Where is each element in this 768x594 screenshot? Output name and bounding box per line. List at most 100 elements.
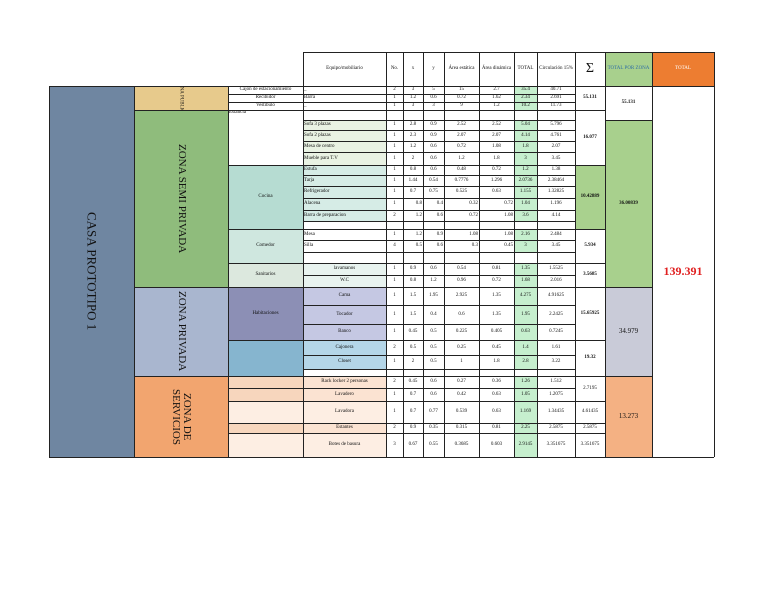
row-ad: 0.81 xyxy=(479,263,514,275)
row-no: 1 xyxy=(386,305,403,324)
row-y: 0.6 xyxy=(423,210,444,221)
grid-line xyxy=(303,376,575,377)
row-y: 1.2 xyxy=(423,275,444,287)
row-circ: 4.14 xyxy=(537,210,575,221)
row-item: Mueble para T.V xyxy=(303,152,386,165)
row-tot: 1.8 xyxy=(514,141,537,152)
grid-line xyxy=(228,86,229,457)
row-item: Barra xyxy=(303,94,386,102)
row-ae: 0.539 xyxy=(444,401,479,423)
row-x: 2.8 xyxy=(403,120,423,130)
space-rack xyxy=(228,376,303,388)
row-circ: 1.196 xyxy=(537,198,575,210)
grid-line xyxy=(575,229,605,230)
space-estantes xyxy=(228,423,303,433)
sum-lavadora: 4.61435 xyxy=(575,401,605,423)
space-cajon: Cajon de estacionamiento xyxy=(228,86,303,94)
row-tot: 1.35 xyxy=(514,263,537,275)
row-circ: 2.5875 xyxy=(537,423,575,433)
grid-line xyxy=(228,401,303,402)
row-x: 1.5 xyxy=(403,287,423,305)
row-ad: 1.35 xyxy=(479,287,514,305)
row-circ: 3.22 xyxy=(537,355,575,369)
grid-line xyxy=(134,376,228,377)
space-estancia: Estancia xyxy=(228,110,303,165)
row-tot: 2.16 xyxy=(514,229,537,240)
row-ae: 0.32 xyxy=(444,198,479,210)
row-circ: 1.34435 xyxy=(537,401,575,423)
row-ad: 0.45 xyxy=(479,240,514,252)
row-tot: 1.2 xyxy=(514,165,537,175)
row-circ: 1.5525 xyxy=(537,263,575,275)
grid-line xyxy=(303,388,575,389)
row-item: Sofa 3 plazas xyxy=(303,120,386,130)
grid-line xyxy=(303,423,575,424)
grid-line xyxy=(228,94,303,95)
blank-row xyxy=(303,369,575,376)
row-item: Mesa xyxy=(303,229,386,240)
row-y: 0.5 xyxy=(423,324,444,340)
row-item: Tarja xyxy=(303,175,386,186)
row-ae: 0.96 xyxy=(444,275,479,287)
row-x: 0.9 xyxy=(403,423,423,433)
grid-line xyxy=(49,86,50,457)
header-area_dinamica: Área dinámica xyxy=(481,66,512,72)
row-tot: 2.25 xyxy=(514,423,537,433)
sum-estancia: 16.077 xyxy=(575,110,605,165)
grid-line xyxy=(49,457,714,458)
blank-row xyxy=(303,221,575,229)
row-x: 0.5 xyxy=(403,340,423,355)
row-circ: 1.32825 xyxy=(537,186,575,198)
row-item: Tocador xyxy=(303,305,386,324)
row-x: 0.8 xyxy=(403,275,423,287)
row-circ: 2.016 xyxy=(537,275,575,287)
row-circ: 1.2075 xyxy=(537,388,575,401)
row-ae: 0.72 xyxy=(444,210,479,221)
space-comedor: Comedor xyxy=(228,229,303,263)
grid-line xyxy=(303,252,575,253)
grid-line xyxy=(403,52,404,457)
row-ae: 0.225 xyxy=(444,324,479,340)
row-x: 0.7 xyxy=(403,186,423,198)
grid-line xyxy=(386,52,387,457)
row-ae: 0.27 xyxy=(444,376,479,388)
row-y: 0.4 xyxy=(423,305,444,324)
row-item: Cajonera xyxy=(303,340,386,355)
row-x: 0.5 xyxy=(403,240,423,252)
grid-line xyxy=(575,401,605,402)
row-y: 0.6 xyxy=(423,263,444,275)
grid-line xyxy=(575,263,605,264)
row-no: 1 xyxy=(386,152,403,165)
row-no: 1 xyxy=(386,263,403,275)
row-ae: 0.7776 xyxy=(444,175,479,186)
grid-line xyxy=(575,110,605,111)
header-x: x xyxy=(411,66,415,72)
row-no: 2 xyxy=(386,210,403,221)
space-lavadora xyxy=(228,401,303,423)
row-ad: 1.08 xyxy=(479,210,514,221)
row-circ: 1.512 xyxy=(537,376,575,388)
space-sanitarios: Sanitarios xyxy=(228,263,303,287)
row-y: 0.6 xyxy=(423,152,444,165)
row-ad: 1.8 xyxy=(479,355,514,369)
grid-line xyxy=(575,340,605,341)
row-circ: 0.7245 xyxy=(537,324,575,340)
title: CASA PROTOTIPO 1 xyxy=(49,86,134,457)
grid-line xyxy=(303,186,575,187)
grid-line xyxy=(479,52,480,457)
grid-line xyxy=(303,152,575,153)
row-ae: 0.3685 xyxy=(444,433,479,457)
zone-privada: ZONA PRIVADA xyxy=(134,287,228,376)
row-ae: 2.925 xyxy=(444,287,479,305)
row-ae: 0.3 xyxy=(444,240,479,252)
row-x: 0.7 xyxy=(403,388,423,401)
grid-line xyxy=(303,130,575,131)
sum-closet: 19.32 xyxy=(575,340,605,376)
header-y: y xyxy=(432,66,435,72)
row-x: 0.45 xyxy=(403,376,423,388)
grid-line xyxy=(228,229,303,230)
grid-line xyxy=(303,198,575,199)
row-no: 1 xyxy=(386,186,403,198)
grid-line xyxy=(575,287,605,288)
row-circ: 1.38 xyxy=(537,165,575,175)
